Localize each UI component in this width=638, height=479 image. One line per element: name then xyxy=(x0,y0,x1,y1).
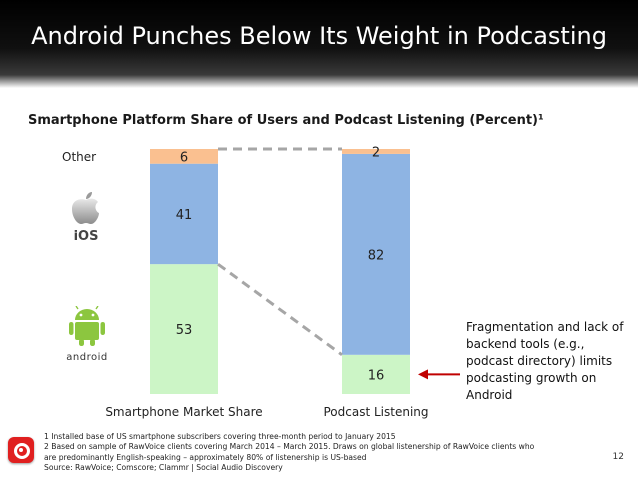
data-label-android-1: 16 xyxy=(368,368,385,383)
data-label-ios-0: 41 xyxy=(176,208,193,223)
android-logo-text: android xyxy=(66,352,107,362)
android-robot-icon: android xyxy=(66,306,107,362)
annotation-arrowhead xyxy=(418,369,428,380)
data-label-other-0: 6 xyxy=(180,150,188,165)
chart-title: Smartphone Platform Share of Users and P… xyxy=(28,113,544,128)
apple-icon: iOS xyxy=(72,192,99,244)
footnote-2-cont: are predominantly English-speaking – app… xyxy=(44,452,367,462)
data-label-ios-1: 82 xyxy=(368,248,385,263)
clammr-logo-icon xyxy=(8,437,34,463)
bar-android-0 xyxy=(150,264,218,394)
bar-ios-0 xyxy=(150,163,218,265)
annotation-text: Fragmentation and lack of backend tools … xyxy=(466,320,624,402)
bar-other-0 xyxy=(150,149,218,164)
bar-android-1 xyxy=(342,354,410,394)
connector-line-android xyxy=(217,262,343,357)
footnote-1: 1 Installed base of US smartphone subscr… xyxy=(44,432,396,441)
data-label-android-0: 53 xyxy=(176,323,193,338)
footnote-2: 2 Based on sample of RawVoice clients co… xyxy=(44,442,535,452)
category-label-1: Podcast Listening xyxy=(323,405,428,419)
source-line: Source: RawVoice; Comscore; Clammr | Soc… xyxy=(44,462,283,472)
bar-ios-1 xyxy=(342,153,410,355)
bar-other-1 xyxy=(342,149,410,154)
footnotes: 1 Installed base of US smartphone subscr… xyxy=(44,432,604,473)
legend-other-label: Other xyxy=(62,150,97,164)
category-label-0: Smartphone Market Share xyxy=(105,405,262,419)
data-label-other-1: 2 xyxy=(372,145,380,160)
slide-title: Android Punches Below Its Weight in Podc… xyxy=(31,22,607,50)
ios-logo-text: iOS xyxy=(74,229,99,244)
title-bar xyxy=(0,0,638,88)
page-number: 12 xyxy=(612,452,624,462)
